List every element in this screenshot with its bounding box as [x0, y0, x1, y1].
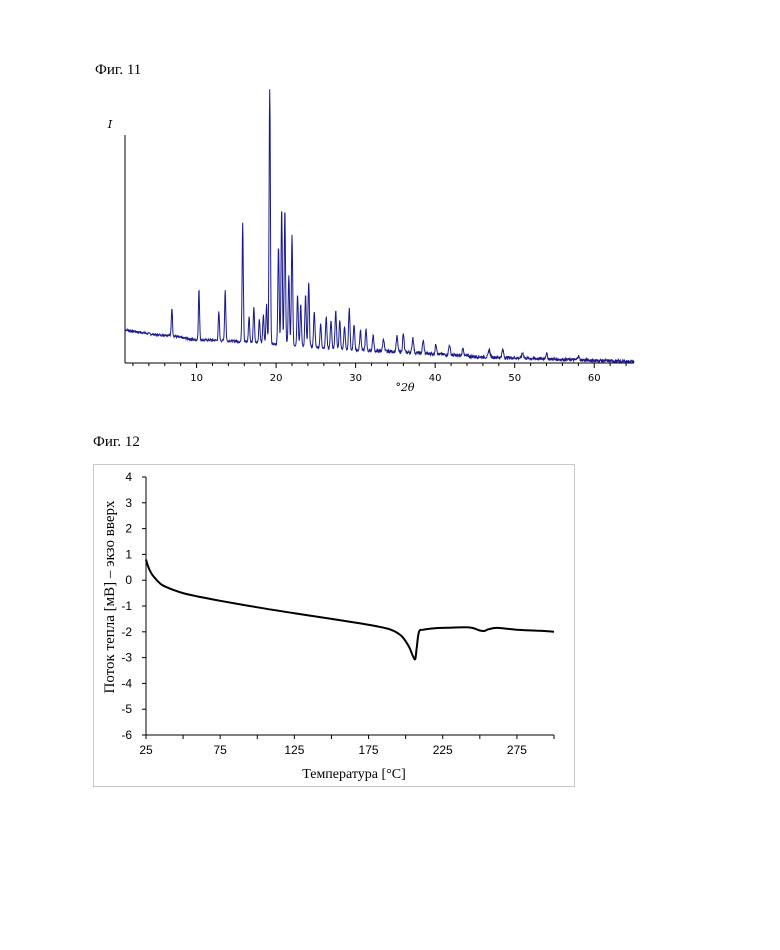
- x-tick-label: 125: [284, 743, 304, 757]
- y-tick-label: -6: [121, 728, 132, 742]
- y-tick-label: -1: [121, 599, 132, 613]
- x-tick-label: 175: [359, 743, 379, 757]
- y-tick-label: 4: [125, 470, 132, 484]
- y-tick-label: 3: [125, 496, 132, 510]
- y-tick-label: -2: [121, 625, 132, 639]
- x-tick-label: 75: [214, 743, 228, 757]
- y-tick-label: 2: [125, 522, 132, 536]
- x-tick-label: 25: [139, 743, 153, 757]
- x-tick-label: 225: [433, 743, 453, 757]
- x-tick-label: 275: [507, 743, 527, 757]
- y-tick-label: -3: [121, 651, 132, 665]
- y-tick-label: 1: [125, 547, 132, 561]
- chart-frame: [94, 465, 575, 787]
- heat-flow-line: [146, 560, 554, 660]
- x-axis-label: Температура [°C]: [302, 767, 406, 782]
- y-tick-label: 0: [125, 573, 132, 587]
- y-tick-label: -4: [121, 676, 132, 690]
- y-tick-label: -5: [121, 702, 132, 716]
- y-axis-label: Поток тепла [мВ] – экзо вверх: [102, 500, 118, 694]
